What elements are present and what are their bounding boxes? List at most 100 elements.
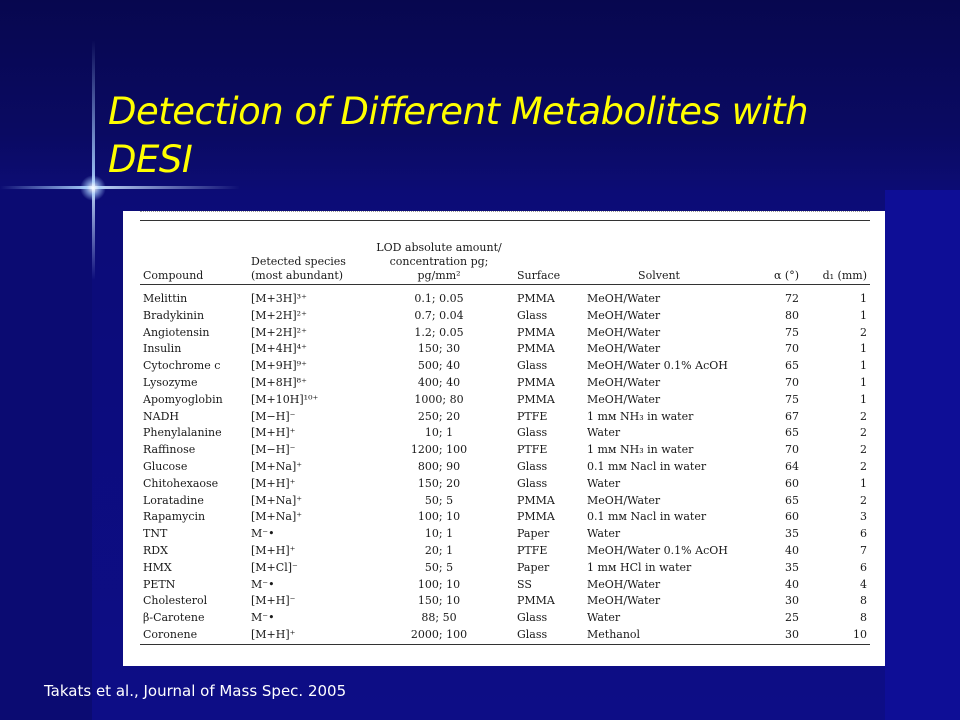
cell-solvent: MeOH/Water xyxy=(587,292,661,305)
cell-surface: PMMA xyxy=(517,342,555,356)
cell-alpha: 64 xyxy=(785,459,799,473)
cell-detected-species: M⁻• xyxy=(251,527,275,541)
cell-alpha: 72 xyxy=(785,292,799,305)
header-surface: Surface xyxy=(517,269,561,282)
cell-alpha: 70 xyxy=(785,375,799,389)
cell-surface: Glass xyxy=(517,459,548,473)
light-flare-horizontal xyxy=(0,186,240,189)
cell-lod: 50; 5 xyxy=(424,560,454,574)
cell-detected-species: [M+2H]²⁺ xyxy=(251,325,307,339)
header-detected-species: Detected species (most abundant) xyxy=(251,255,346,282)
cell-lod: 50; 5 xyxy=(424,493,454,507)
cell-d1: 2 xyxy=(860,443,867,457)
cell-solvent: Water xyxy=(587,426,621,440)
cell-lod: 100; 10 xyxy=(417,577,461,591)
cell-d1: 1 xyxy=(860,359,867,373)
cropped-table-edge xyxy=(140,211,870,215)
cell-compound: Rapamycin xyxy=(143,510,206,524)
cell-d1: 3 xyxy=(860,510,867,524)
cell-surface: Glass xyxy=(517,476,548,490)
cell-solvent: 1 mм HCl in water xyxy=(587,560,692,574)
cell-detected-species: [M+H]⁺ xyxy=(251,426,296,440)
cell-surface: Paper xyxy=(517,560,550,574)
table-bottom-rule xyxy=(140,644,870,645)
cell-compound: Raffinose xyxy=(143,443,196,457)
cell-surface: PTFE xyxy=(517,443,548,457)
table-row: Cholesterol [M+H]⁻ 150; 10 PMMA MeOH/Water 30… xyxy=(140,593,870,610)
cell-surface: PMMA xyxy=(517,375,555,389)
cell-d1: 7 xyxy=(860,543,867,557)
table-row: HMX [M+Cl]⁻ 50; 5 Paper 1 mм HCl in water 35 6 xyxy=(140,560,870,577)
header-lod: LOD absolute amount/ concentration pg; p… xyxy=(376,241,502,282)
cell-compound: TNT xyxy=(143,527,168,541)
cell-lod: 1200; 100 xyxy=(410,443,468,457)
table-row: NADH [M−H]⁻ 250; 20 PTFE 1 mм NH₃ in water 67… xyxy=(140,409,870,426)
cell-d1: 1 xyxy=(860,308,867,322)
cell-surface: PMMA xyxy=(517,392,555,406)
cell-alpha: 40 xyxy=(785,543,799,557)
table-row: Raffinose [M−H]⁻ 1200; 100 PTFE 1 mм NH₃ in … xyxy=(140,442,870,459)
cell-compound: Angiotensin xyxy=(143,325,210,339)
cell-lod: 150; 30 xyxy=(417,342,461,356)
cell-detected-species: [M−H]⁻ xyxy=(251,443,296,457)
cell-surface: Glass xyxy=(517,627,548,641)
light-flare-core xyxy=(80,175,106,201)
right-background-band xyxy=(885,190,960,720)
cell-detected-species: [M+H]⁺ xyxy=(251,476,296,490)
table-row: Angiotensin [M+2H]²⁺ 1.2; 0.05 PMMA MeOH/Wat… xyxy=(140,325,870,342)
cell-alpha: 70 xyxy=(785,342,799,356)
cell-solvent: MeOH/Water 0.1% AcOH xyxy=(587,359,728,373)
table-image-panel: Compound Detected species (most abundant… xyxy=(123,211,885,666)
table-row: RDX [M+H]⁺ 20; 1 PTFE MeOH/Water 0.1% AcOH 40… xyxy=(140,543,870,560)
cell-lod: 20; 1 xyxy=(424,543,454,557)
cell-compound: Phenylalanine xyxy=(143,426,222,440)
cell-surface: PTFE xyxy=(517,543,548,557)
cell-alpha: 30 xyxy=(785,594,799,608)
header-d1: d₁ (mm) xyxy=(822,269,867,282)
cell-solvent: MeOH/Water xyxy=(587,325,661,339)
cell-detected-species: [M−H]⁻ xyxy=(251,409,296,423)
light-flare-vertical xyxy=(92,40,95,280)
table-row: Lysozyme [M+8H]⁸⁺ 400; 40 PMMA MeOH/Water 70 1 xyxy=(140,375,870,392)
cell-compound: Glucose xyxy=(143,459,188,473)
cell-d1: 4 xyxy=(860,577,867,591)
cell-detected-species: [M+H]⁺ xyxy=(251,543,296,557)
cell-d1: 1 xyxy=(860,476,867,490)
cell-alpha: 70 xyxy=(785,443,799,457)
cell-detected-species: [M+Na]⁺ xyxy=(251,510,303,524)
cell-solvent: MeOH/Water xyxy=(587,375,661,389)
table-row: Glucose [M+Na]⁺ 800; 90 Glass 0.1 mм Nacl in… xyxy=(140,459,870,476)
cell-surface: PMMA xyxy=(517,292,555,305)
cell-solvent: MeOH/Water xyxy=(587,493,661,507)
cell-detected-species: [M+H]⁻ xyxy=(251,594,296,608)
cell-lod: 10; 1 xyxy=(424,426,454,440)
table-row: Insulin [M+4H]⁴⁺ 150; 30 PMMA MeOH/Water 70 1 xyxy=(140,341,870,358)
cell-solvent: MeOH/Water xyxy=(587,342,661,356)
cell-d1: 2 xyxy=(860,459,867,473)
cell-alpha: 65 xyxy=(785,426,799,440)
cell-lod: 500; 40 xyxy=(417,359,461,373)
cell-solvent: MeOH/Water 0.1% AcOH xyxy=(587,543,728,557)
cell-detected-species: [M+10H]¹⁰⁺ xyxy=(251,392,319,406)
table-body: Melittin [M+3H]³⁺ 0.1; 0.05 PMMA MeOH/Water 7… xyxy=(140,291,870,644)
cell-lod: 1000; 80 xyxy=(414,392,464,406)
cell-d1: 1 xyxy=(860,342,867,356)
table-header-rule xyxy=(140,284,870,285)
cell-d1: 2 xyxy=(860,493,867,507)
cell-solvent: MeOH/Water xyxy=(587,308,661,322)
cell-detected-species: [M+3H]³⁺ xyxy=(251,292,307,305)
cell-solvent: MeOH/Water xyxy=(587,392,661,406)
cell-detected-species: [M+Cl]⁻ xyxy=(251,560,298,574)
cell-d1: 1 xyxy=(860,375,867,389)
cell-alpha: 75 xyxy=(785,392,799,406)
cell-alpha: 80 xyxy=(785,308,799,322)
cell-alpha: 25 xyxy=(785,611,799,625)
cell-compound: RDX xyxy=(143,543,168,557)
cell-compound: Bradykinin xyxy=(143,308,205,322)
cell-compound: Melittin xyxy=(143,292,188,305)
cell-compound: Chitohexaose xyxy=(143,476,219,490)
cell-solvent: Water xyxy=(587,476,621,490)
cell-compound: Cytochrome c xyxy=(143,359,221,373)
table-row: Rapamycin [M+Na]⁺ 100; 10 PMMA 0.1 mм Nacl i… xyxy=(140,509,870,526)
cell-d1: 2 xyxy=(860,409,867,423)
